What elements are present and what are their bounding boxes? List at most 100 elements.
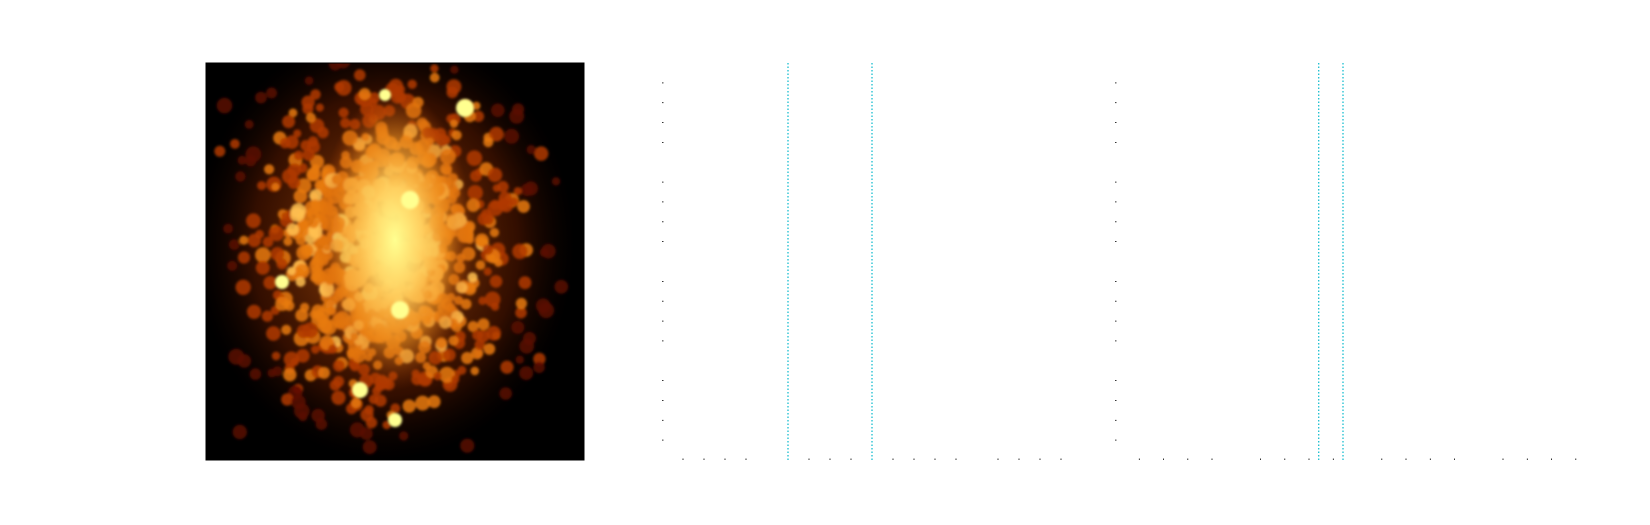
heatmap-blob <box>496 198 510 211</box>
heatmap-blob <box>245 146 262 163</box>
heatmap-blob <box>299 302 310 313</box>
heatmap-blob <box>287 176 301 190</box>
heatmap-blob <box>331 390 346 405</box>
heatmap-blob <box>476 236 487 247</box>
heatmap-blob <box>497 181 509 193</box>
heatmap-blob <box>388 78 404 94</box>
heatmap-blob <box>294 403 310 419</box>
heatmap-hotspot <box>379 89 391 101</box>
heatmap-blob <box>307 140 321 154</box>
heatmap-blob <box>235 171 246 182</box>
heatmap-blob <box>227 260 238 271</box>
heatmap-blob <box>504 128 520 144</box>
heatmap-blob <box>317 318 333 334</box>
heatmap-blob <box>449 119 458 128</box>
line-panel-2 <box>662 63 1062 460</box>
heatmap-blob <box>515 297 528 310</box>
heatmap-blob <box>266 87 278 99</box>
heatmap-blob <box>470 170 482 182</box>
heatmap-frame <box>205 62 585 461</box>
heatmap-blob <box>279 137 291 149</box>
heatmap-blob <box>266 326 281 341</box>
heatmap-blob <box>336 63 351 69</box>
heatmap-blob <box>390 403 401 414</box>
heatmap-blob <box>351 397 362 409</box>
heatmap-blob <box>365 416 378 429</box>
heatmap-blob <box>446 79 462 95</box>
heatmap-blob <box>519 366 534 381</box>
heatmap-blob <box>491 103 505 118</box>
heatmap-blob <box>472 101 481 110</box>
heatmap-blob <box>471 347 484 360</box>
heatmap-blob <box>255 247 271 263</box>
heatmap-blob <box>282 115 296 129</box>
heatmap-blob <box>244 119 254 129</box>
heatmap-blob <box>515 355 524 364</box>
heatmap-blob <box>407 79 417 90</box>
heatmap-blob <box>489 275 503 288</box>
heatmap-blob <box>461 351 474 365</box>
heatmap-blob <box>283 237 293 246</box>
heatmap-blob <box>500 360 514 374</box>
heatmap-blob <box>509 108 525 124</box>
heatmap-blob <box>311 164 321 174</box>
heatmap-blob <box>349 422 365 438</box>
heatmap-blob <box>299 219 308 229</box>
heatmap-blob <box>216 97 233 114</box>
heatmap-blob <box>237 354 252 368</box>
heatmap-blob <box>249 368 262 380</box>
heatmap-blob <box>317 126 329 139</box>
heatmap-blob <box>255 260 270 275</box>
heatmap-blob <box>302 103 314 115</box>
heatmap-blob <box>290 203 306 219</box>
line-panel-3 <box>1115 63 1577 460</box>
heatmap-blob <box>223 223 234 234</box>
heatmap-blob <box>338 107 349 118</box>
heatmap-hotspot <box>401 191 419 209</box>
heatmap-blob <box>354 69 366 81</box>
heatmap-blob <box>470 366 480 376</box>
heatmap-blob <box>475 260 486 270</box>
heatmap-blob <box>467 185 483 201</box>
heatmap-blob <box>533 352 546 366</box>
heatmap-blob <box>484 291 501 308</box>
heatmap-blob <box>315 103 324 112</box>
heatmap-blob <box>328 344 338 354</box>
heatmap-blob <box>368 394 379 405</box>
heatmap-blob <box>489 227 500 238</box>
heatmap-blob <box>534 146 549 161</box>
heatmap-blob <box>295 276 306 287</box>
heatmap-blob <box>296 245 312 261</box>
heatmap-blob <box>235 279 251 295</box>
heatmap-blob <box>293 129 302 138</box>
y-axis-ticks <box>662 82 664 441</box>
heatmap-blob <box>296 324 311 339</box>
heatmap-blob <box>482 244 494 255</box>
heatmap-blob <box>533 361 545 374</box>
heatmap-hotspot <box>391 301 409 319</box>
heatmap-blob <box>523 181 539 196</box>
heatmap-blob <box>281 324 292 335</box>
heatmap-hotspots <box>275 89 474 427</box>
heatmap-blob <box>293 150 304 161</box>
heatmap-blob <box>512 243 528 260</box>
heatmap-blob <box>246 213 261 229</box>
heatmap-blob <box>518 276 532 290</box>
y-axis-ticks <box>1115 82 1117 441</box>
heatmap-blob <box>450 65 459 74</box>
heatmap-blob <box>451 375 460 384</box>
heatmap-blob <box>483 343 496 355</box>
heatmap-blob <box>276 258 288 270</box>
heatmap-blob <box>457 365 467 375</box>
heatmap-blob <box>483 137 494 148</box>
heatmap-blob <box>538 302 555 319</box>
heatmap-blob <box>287 266 296 276</box>
vertical-lines <box>1318 63 1344 460</box>
heatmap-hotspot <box>352 382 368 398</box>
heatmap-blob <box>308 217 319 229</box>
heatmap-blob <box>358 88 371 100</box>
heatmap-blob <box>257 181 267 191</box>
heatmap-panel <box>205 62 585 461</box>
heatmap-blob <box>228 239 240 251</box>
heatmap-blob <box>402 399 416 413</box>
